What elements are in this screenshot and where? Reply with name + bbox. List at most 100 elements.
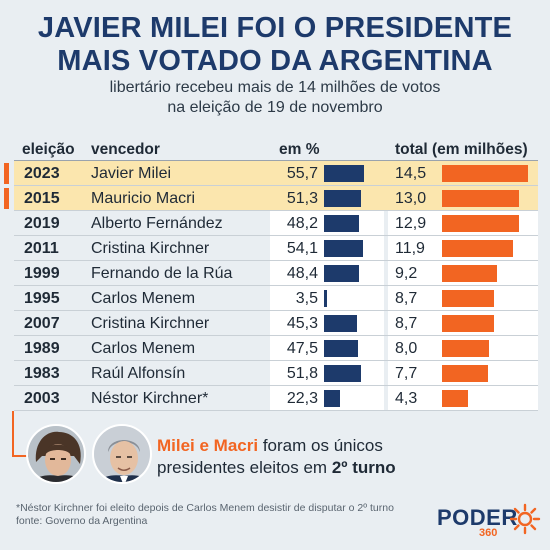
row-divider [14, 235, 538, 236]
row-divider [14, 260, 538, 261]
total-bar [442, 265, 497, 282]
election-year: 2011 [24, 240, 59, 257]
pct-bar [324, 290, 327, 307]
row-marker [4, 163, 9, 184]
table-row: 2019 Alberto Fernández 48,2 12,9 [0, 211, 550, 236]
sun-icon [509, 503, 541, 535]
election-year: 2023 [24, 165, 60, 182]
pct-label: 45,3 [286, 315, 318, 332]
election-year: 2003 [24, 390, 60, 407]
election-year: 2007 [24, 315, 60, 332]
row-marker [4, 188, 9, 209]
total-label: 8,0 [395, 340, 418, 357]
table-row: 1989 Carlos Menem 47,5 8,0 [0, 336, 550, 361]
election-year: 2015 [24, 190, 60, 207]
total-label: 8,7 [395, 290, 418, 307]
pct-bar [324, 390, 340, 407]
election-year: 2019 [24, 215, 60, 232]
total-bar [442, 315, 494, 332]
total-bar [442, 190, 520, 207]
winner-name: Mauricio Macri [91, 190, 196, 207]
pct-bar [324, 315, 357, 332]
macri-portrait [92, 424, 152, 484]
election-year: 1989 [24, 340, 60, 357]
winner-name: Raúl Alfonsín [91, 365, 186, 382]
callout-text-b: presidentes eleitos em [157, 458, 332, 477]
row-divider [14, 310, 538, 311]
callout-text-a: foram os únicos [258, 436, 383, 455]
total-label: 4,3 [395, 390, 418, 407]
subtitle-line-1: libertário recebeu mais de 14 milhões de… [109, 79, 441, 96]
pct-bar [324, 215, 359, 232]
total-bar [442, 165, 528, 182]
table-row: 2015 Mauricio Macri 51,3 13,0 [0, 186, 550, 211]
column-header-total: total (em milhões) [395, 141, 528, 158]
pct-bar [324, 340, 359, 357]
column-header-year: eleição [22, 141, 75, 158]
total-bar [442, 240, 513, 257]
column-header-winner: vencedor [91, 141, 160, 158]
total-bar [442, 290, 494, 307]
pct-label: 55,7 [286, 165, 318, 182]
logo-number: 360 [479, 527, 498, 539]
pct-label: 47,5 [286, 340, 318, 357]
pct-label: 22,3 [286, 390, 318, 407]
table-row: 1999 Fernando de la Rúa 48,4 9,2 [0, 261, 550, 286]
winner-name: Carlos Menem [91, 340, 196, 357]
winner-name: Javier Milei [91, 165, 172, 182]
election-year: 1999 [24, 265, 60, 282]
row-divider [14, 285, 538, 286]
winner-name: Cristina Kirchner [91, 240, 210, 257]
callout-connector-vertical [12, 411, 14, 457]
footnote: *Néstor Kirchner foi eleito depois de Ca… [16, 502, 394, 528]
total-label: 9,2 [395, 265, 418, 282]
subtitle: libertário recebeu mais de 14 milhões de… [0, 78, 550, 118]
poder360-logo: PODER 360 [437, 503, 541, 539]
pct-bar [324, 165, 364, 182]
pct-label: 48,4 [286, 265, 318, 282]
page-title: JAVIER MILEI FOI O PRESIDENTE MAIS VOTAD… [0, 12, 550, 78]
subtitle-line-2: na eleição de 19 de novembro [167, 99, 383, 116]
callout-connector-horizontal [12, 455, 32, 457]
election-year: 1983 [24, 365, 60, 382]
column-header-pct: em % [279, 141, 320, 158]
total-label: 13,0 [395, 190, 427, 207]
callout-text: Milei e Macri foram os únicos presidente… [157, 435, 396, 479]
row-divider [14, 335, 538, 336]
total-label: 11,9 [395, 240, 425, 257]
logo-word: PODER [437, 505, 518, 530]
total-bar [442, 215, 519, 232]
pct-label: 48,2 [286, 215, 318, 232]
winner-name: Carlos Menem [91, 290, 196, 307]
table-row: 1983 Raúl Alfonsín 51,8 7,7 [0, 361, 550, 386]
row-divider [14, 210, 538, 211]
election-year: 1995 [24, 290, 60, 307]
total-bar [442, 365, 488, 382]
pct-label: 51,3 [286, 190, 318, 207]
row-divider [14, 385, 538, 386]
pct-label: 51,8 [286, 365, 318, 382]
milei-portrait [26, 424, 86, 484]
row-divider [14, 360, 538, 361]
footnote-note: *Néstor Kirchner foi eleito depois de Ca… [16, 502, 394, 514]
total-bar [442, 390, 468, 407]
pct-bar [324, 265, 359, 282]
total-label: 8,7 [395, 315, 418, 332]
title-line-2: MAIS VOTADO DA ARGENTINA [57, 45, 493, 77]
winner-name: Cristina Kirchner [91, 315, 210, 332]
row-divider [14, 410, 538, 411]
pct-bar [324, 240, 363, 257]
footnote-source: fonte: Governo da Argentina [16, 515, 148, 527]
table-row: 2023 Javier Milei 55,7 14,5 [0, 161, 550, 186]
title-line-1: JAVIER MILEI FOI O PRESIDENTE [37, 12, 513, 44]
total-bar [442, 340, 490, 357]
winner-name: Néstor Kirchner* [91, 390, 209, 407]
total-label: 7,7 [395, 365, 418, 382]
winner-name: Fernando de la Rúa [91, 265, 233, 282]
table-row: 1995 Carlos Menem 3,5 8,7 [0, 286, 550, 311]
winner-name: Alberto Fernández [91, 215, 223, 232]
row-divider [14, 185, 538, 186]
table-row: 2011 Cristina Kirchner 54,1 11,9 [0, 236, 550, 261]
pct-bar [324, 190, 361, 207]
total-label: 14,5 [395, 165, 427, 182]
